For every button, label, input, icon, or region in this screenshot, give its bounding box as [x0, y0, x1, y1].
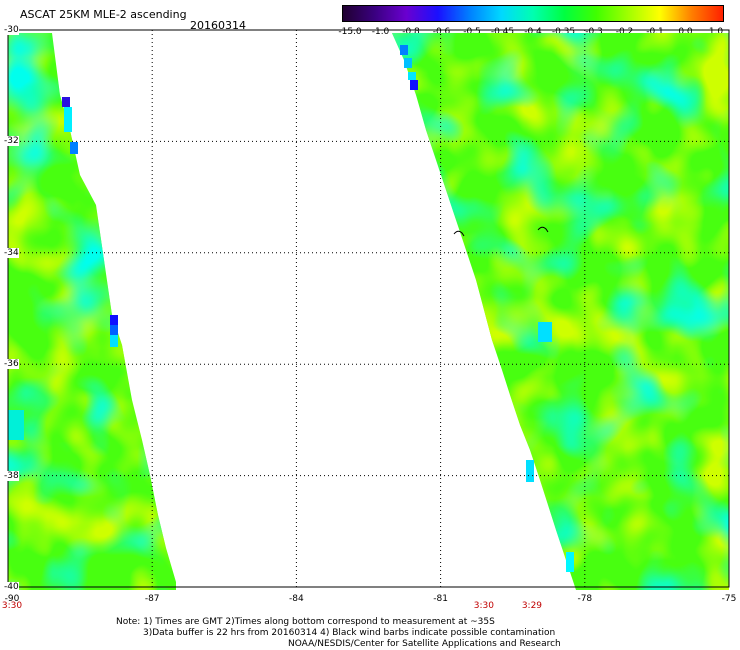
map-title: ASCAT 25KM MLE-2 ascending [20, 8, 187, 21]
colorbar [342, 5, 724, 22]
swath-left [8, 33, 176, 590]
swath-edge-highlights [8, 45, 574, 572]
footnote-line-2: 3)Data buffer is 22 hrs from 20160314 4)… [143, 628, 556, 638]
colorbar-label: -0.5 [463, 27, 481, 37]
colorbar-label: 1.0 [708, 27, 724, 37]
swath-right [392, 33, 729, 590]
colorbar-label: -0.35 [551, 27, 576, 37]
swath-edge-pixel [62, 97, 70, 107]
longitude-label: -81 [433, 594, 448, 604]
colorbar-label: -1.0 [371, 27, 390, 37]
swath-edge-pixel [110, 335, 118, 347]
longitude-label: -87 [144, 594, 160, 604]
swath-edge-pixel [538, 322, 552, 342]
swath-edge-pixel [400, 45, 408, 55]
map-date: 20160314 [190, 19, 246, 32]
measurement-time-label: 3:30 [473, 601, 494, 611]
colorbar-label: 0.0 [678, 27, 693, 37]
wind-barb-contamination [453, 226, 549, 237]
footnote-line-1: Note: 1) Times are GMT 2)Times along bot… [116, 617, 495, 627]
swath-edge-pixel [566, 552, 574, 572]
swath-edge-pixel [64, 107, 72, 132]
footnote-line-3: NOAA/NESDIS/Center for Satellite Applica… [288, 639, 561, 649]
swath-edge-pixel [526, 460, 534, 482]
latitude-label: -32 [4, 136, 19, 147]
longitude-label: -75 [721, 594, 737, 604]
longitude-label: -84 [289, 594, 304, 604]
colorbar-label: -0.45 [490, 27, 515, 37]
wind-barb-icon [537, 226, 549, 233]
swath-edge-pixel [110, 315, 118, 325]
scatterometer-map [7, 29, 730, 590]
swath-edge-pixel [70, 142, 78, 154]
longitude-label: -78 [577, 594, 593, 604]
latitude-label: -40 [4, 582, 19, 592]
colorbar-label: -0.6 [432, 27, 451, 37]
wind-barb-icon [453, 230, 465, 237]
colorbar-label: -0.3 [585, 27, 603, 37]
colorbar-label: -0.8 [402, 27, 420, 37]
colorbar-label: -0.1 [646, 27, 664, 37]
colorbar-label: -0.4 [524, 27, 542, 37]
colorbar-label: -15.0 [338, 27, 362, 37]
swath-edge-pixel [410, 80, 418, 90]
swath-edge-pixel [8, 410, 24, 440]
measurement-time-label: 3:29 [521, 601, 543, 611]
swath-edge-pixel [110, 325, 118, 335]
colorbar-label: -0.2 [615, 27, 634, 37]
map-frame [7, 29, 730, 588]
latitude-label: -36 [4, 359, 19, 370]
longitude-label: -90 [4, 594, 20, 604]
swath-edge-pixel [404, 58, 412, 68]
measurement-time-label: 3:30 [1, 601, 23, 611]
swath-edge-pixel [408, 72, 416, 80]
latitude-label: -30 [4, 25, 19, 35]
latitude-label: -34 [4, 247, 19, 258]
latitude-label: -38 [4, 470, 19, 481]
